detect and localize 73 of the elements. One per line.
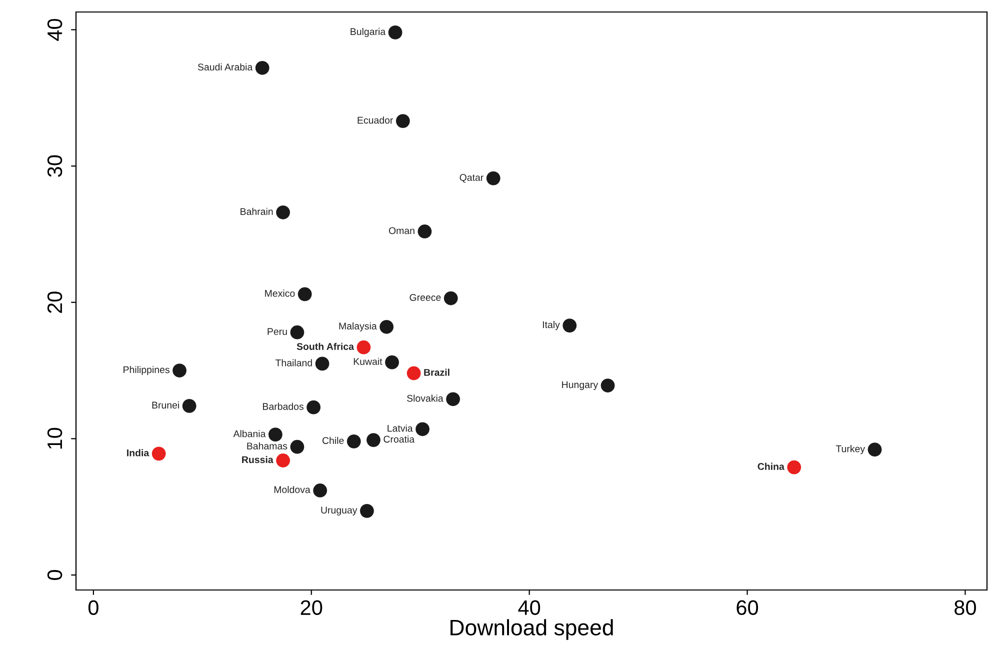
x-axis-title: Download speed: [450, 619, 613, 640]
point: [346, 434, 361, 448]
point: [360, 504, 374, 518]
x-tick-label: 40: [518, 600, 540, 616]
y-tick-label: 40: [47, 18, 62, 41]
x-tick-label: 20: [300, 600, 322, 616]
annotation: Italy: [542, 321, 560, 330]
point: [255, 60, 270, 75]
point: [380, 320, 394, 334]
annotation: Mexico: [265, 290, 295, 297]
point: [182, 399, 196, 413]
point: [416, 422, 430, 436]
annotation: Qatar: [460, 174, 484, 183]
annotation: Croatia: [384, 436, 415, 443]
annotation: Moldova: [274, 486, 310, 494]
annotation: Philippines: [124, 366, 170, 376]
point: [868, 442, 882, 457]
annotation: Russia: [242, 456, 274, 464]
annotation: China: [758, 462, 784, 470]
annotation: Thailand: [275, 359, 312, 366]
annotation: Albania: [233, 430, 266, 438]
point: [290, 325, 304, 340]
annotation: Kuwait: [354, 358, 382, 365]
annotation: Bulgaria: [350, 28, 386, 37]
point: [385, 355, 399, 370]
y-tick-label: 0: [47, 570, 62, 580]
point: [418, 224, 432, 238]
annotation: Saudi Arabia: [198, 63, 253, 70]
annotation: Hungary: [562, 381, 598, 390]
x-tick-label: 60: [736, 600, 758, 616]
point: [486, 171, 500, 186]
annotation: Chile: [322, 436, 344, 444]
annotation: Slovakia: [407, 394, 444, 402]
annotation: Brazil: [424, 368, 450, 376]
point: [152, 446, 166, 461]
x-tick-label: 80: [954, 600, 976, 616]
point: [562, 318, 577, 332]
annotation: South Africa: [296, 342, 354, 350]
point: [446, 392, 460, 406]
point: [366, 433, 380, 447]
y-tick-label: 30: [47, 155, 62, 177]
point: [396, 114, 410, 128]
annotation: Oman: [388, 227, 414, 234]
annotation: Latvia: [388, 424, 413, 432]
y-tick-label: 20: [47, 292, 62, 313]
point: [444, 291, 458, 306]
annotation: Turkey: [836, 445, 866, 454]
point: [315, 356, 330, 371]
annotation: Bahrain: [240, 208, 273, 215]
point: [172, 364, 186, 378]
point: [276, 205, 290, 220]
annotation: Peru: [268, 328, 287, 335]
point: [600, 378, 615, 392]
x-tick-label: 0: [88, 600, 98, 616]
annotation: Bahamas: [247, 442, 288, 450]
annotation: Malaysia: [339, 322, 377, 332]
annotation: India: [127, 449, 150, 456]
point: [268, 428, 282, 442]
point: [290, 440, 304, 454]
point: [406, 366, 421, 380]
point: [298, 287, 312, 302]
point: [313, 484, 328, 498]
point: [276, 454, 290, 468]
annotation: Brunei: [152, 401, 179, 409]
point: [388, 26, 402, 40]
annotation: Uruguay: [321, 506, 358, 516]
y-tick-label: 10: [47, 428, 62, 449]
annotation: Greece: [410, 294, 441, 301]
annotation: Barbados: [263, 402, 304, 410]
point: [356, 340, 371, 354]
annotation: Ecuador: [358, 116, 394, 124]
point: [306, 400, 320, 414]
point: [787, 460, 802, 474]
